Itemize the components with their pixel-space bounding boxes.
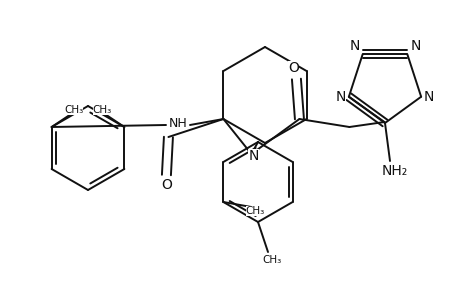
Text: CH₃: CH₃ — [262, 255, 281, 265]
Text: CH₃: CH₃ — [93, 105, 112, 115]
Text: CH₃: CH₃ — [245, 206, 264, 216]
Text: O: O — [161, 178, 172, 192]
Text: N: N — [423, 90, 433, 104]
Text: O: O — [287, 61, 298, 75]
Text: NH₂: NH₂ — [381, 164, 407, 178]
Text: N: N — [409, 39, 420, 53]
Text: NH: NH — [168, 116, 187, 130]
Text: CH₃: CH₃ — [64, 105, 83, 115]
Text: N: N — [335, 90, 345, 104]
Text: N: N — [349, 39, 359, 53]
Text: N: N — [248, 149, 258, 163]
